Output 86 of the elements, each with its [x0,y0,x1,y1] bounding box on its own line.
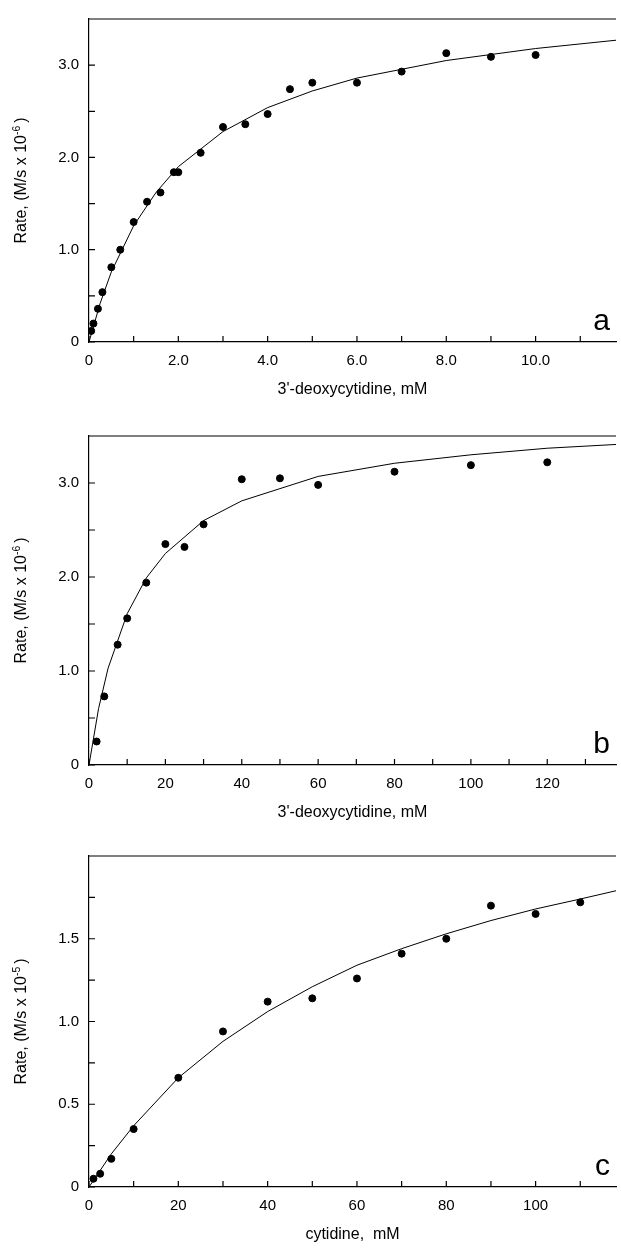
point [531,50,540,59]
point [107,263,116,272]
x-tick-label: 20 [157,774,174,792]
point [174,168,183,177]
point [237,475,246,484]
point [352,78,361,87]
point [241,120,250,129]
x-tick-label: 0 [84,774,94,792]
point [143,197,152,206]
point [576,898,585,907]
point [263,997,272,1006]
point [156,188,165,197]
point [531,909,540,918]
y-tick-label: 0 [70,1177,79,1195]
x-tick-label: 0 [84,351,94,369]
point [100,692,109,701]
point [314,480,323,489]
x-tick-label: 60 [309,774,327,792]
y-tick-label: 1.0 [58,239,79,257]
point [352,974,361,983]
x-axis-title: 3'-deoxycytidine, mM [277,803,428,820]
point [92,737,101,746]
x-tick-label: 10.0 [521,351,551,369]
annotation: a [593,303,611,336]
point [486,52,495,61]
point [107,1154,116,1163]
point [116,245,125,254]
point [89,319,98,328]
point [113,640,122,649]
point [123,614,132,623]
x-tick-label: 20 [169,1196,187,1214]
y-tick-label: 0 [70,332,79,350]
x-tick-label: 100 [523,1196,549,1214]
point [218,1027,227,1036]
x-tick-label: 120 [534,774,560,792]
point [98,288,107,297]
x-tick-label: 8.0 [435,351,457,369]
x-tick-label: 100 [458,774,484,792]
x-axis-title: cytidine, mM [305,1225,400,1242]
x-tick-label: 2.0 [167,351,189,369]
point [89,1174,98,1183]
point [196,148,205,157]
x-tick-label: 40 [259,1196,276,1214]
x-tick-label: 80 [386,774,403,792]
point [397,949,406,958]
point [442,934,451,943]
x-tick-label: 60 [348,1196,366,1214]
y-tick-label: 1.0 [58,1011,79,1029]
point [285,85,294,94]
point [466,461,475,470]
point [308,78,317,87]
x-tick-label: 6.0 [346,351,368,369]
x-tick-label: 80 [437,1196,455,1214]
y-tick-label: 2.0 [58,567,79,585]
annotation: c [595,1148,610,1181]
point [263,110,272,119]
y-tick-label: 2.0 [58,147,79,165]
point [174,1073,183,1082]
y-tick-label: 0 [70,755,79,773]
point [397,67,406,76]
point [199,520,208,529]
point [275,474,284,483]
point [89,326,96,335]
x-tick-label: 0 [84,1196,94,1214]
x-tick-label: 4.0 [257,351,279,369]
point [129,218,138,227]
point [486,901,495,910]
point [161,540,170,549]
point [390,467,399,476]
point [96,1169,105,1178]
point [543,458,552,467]
x-axis-title: 3'-deoxycytidine, mM [277,380,428,397]
y-tick-label: 3.0 [58,473,79,491]
y-tick-label: 0.5 [58,1094,79,1112]
point [442,49,451,58]
y-tick-label: 3.0 [58,55,79,73]
point [218,122,227,131]
y-tick-label: 1.0 [58,661,79,679]
y-tick-label: 1.5 [58,928,79,946]
x-tick-label: 40 [233,774,251,792]
point [308,994,317,1003]
point [93,304,102,313]
annotation: b [593,726,610,759]
point [142,578,151,587]
point [180,542,189,551]
point [129,1125,138,1134]
